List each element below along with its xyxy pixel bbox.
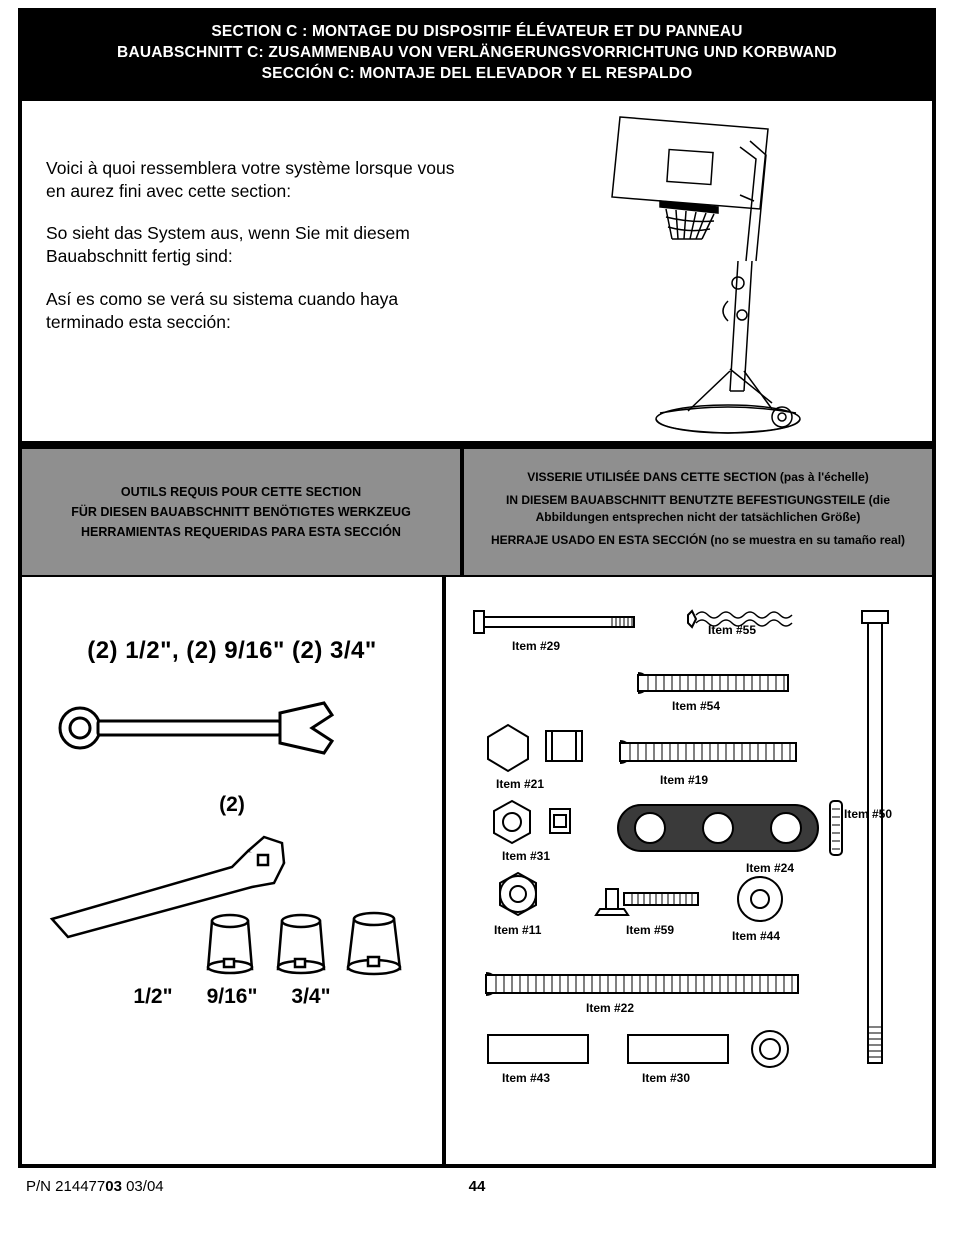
hardware-header-es: HERRAJE USADO EN ESTA SECCIÓN (no se mue… (474, 532, 922, 549)
black-divider (22, 441, 932, 449)
info-header-row: OUTILS REQUIS POUR CETTE SECTION FÜR DIE… (22, 449, 932, 575)
socket-size-2: 9/16" (207, 985, 258, 1009)
label-item-54: Item #54 (672, 699, 720, 713)
label-item-31: Item #31 (502, 849, 550, 863)
outer-border: SECTION C : MONTAGE DU DISPOSITIF ÉLÉVAT… (18, 8, 936, 1168)
label-item-21: Item #21 (496, 777, 544, 791)
hardware-diagram (464, 587, 924, 1107)
part-number: P/N 21447703 03/04 (26, 1178, 164, 1195)
page-container: SECTION C : MONTAGE DU DISPOSITIF ÉLÉVAT… (0, 0, 954, 1235)
label-item-30: Item #30 (642, 1071, 690, 1085)
hardware-header-cell: VISSERIE UTILISÉE DANS CETTE SECTION (pa… (464, 449, 932, 575)
section-title-black: SECTION C : MONTAGE DU DISPOSITIF ÉLÉVAT… (22, 12, 932, 101)
title-line-fr: SECTION C : MONTAGE DU DISPOSITIF ÉLÉVAT… (28, 22, 926, 43)
wrench-sizes-label: (2) 1/2", (2) 9/16" (2) 3/4" (42, 637, 422, 665)
label-item-43: Item #43 (502, 1071, 550, 1085)
tools-header-es: HERRAMIENTAS REQUERIDAS PARA ESTA SECCIÓ… (32, 522, 450, 542)
label-item-50: Item #50 (844, 807, 892, 821)
tools-header-fr: OUTILS REQUIS POUR CETTE SECTION (32, 482, 450, 502)
label-item-22: Item #22 (586, 1001, 634, 1015)
label-item-29: Item #29 (512, 639, 560, 653)
page-number: 44 (469, 1178, 486, 1195)
hardware-cell: Item #29 Item #55 Item #54 Item #21 Item… (446, 577, 932, 1164)
label-item-59: Item #59 (626, 923, 674, 937)
wrench-icon (42, 693, 342, 763)
label-item-11: Item #11 (494, 923, 541, 937)
intro-p3: Así es como se verá su sistema cuando ha… (46, 288, 467, 334)
intro-diagram (477, 101, 932, 441)
label-item-55: Item #55 (708, 623, 756, 637)
tools-header-de: FÜR DIESEN BAUABSCHNITT BENÖTIGTES WERKZ… (32, 502, 450, 522)
basketball-hoop-icon (590, 111, 810, 441)
intro-text: Voici à quoi ressemblera votre système l… (22, 101, 477, 441)
label-item-19: Item #19 (660, 773, 708, 787)
intro-p2: So sieht das System aus, wenn Sie mit di… (46, 222, 467, 268)
intro-p1: Voici à quoi ressemblera votre système l… (46, 157, 467, 203)
intro-row: Voici à quoi ressemblera votre système l… (22, 101, 932, 441)
socket-wrench-icon (42, 829, 422, 979)
page-footer: P/N 21447703 03/04 44 (18, 1168, 936, 1195)
title-line-es: SECCIÓN C: MONTAJE DEL ELEVADOR Y EL RES… (28, 64, 926, 85)
tools-header-cell: OUTILS REQUIS POUR CETTE SECTION FÜR DIE… (22, 449, 464, 575)
socket-size-3: 3/4" (291, 985, 330, 1009)
socket-qty-label: (2) (42, 793, 422, 817)
label-item-24: Item #24 (746, 861, 794, 875)
hardware-header-fr: VISSERIE UTILISÉE DANS CETTE SECTION (pa… (474, 469, 922, 486)
content-row: (2) 1/2", (2) 9/16" (2) 3/4" (2) (22, 575, 932, 1164)
socket-size-labels: 1/2" 9/16" 3/4" (42, 985, 422, 1009)
socket-size-1: 1/2" (133, 985, 172, 1009)
tools-cell: (2) 1/2", (2) 9/16" (2) 3/4" (2) (22, 577, 446, 1164)
title-line-de: BAUABSCHNITT C: ZUSAMMENBAU VON VERLÄNGE… (28, 43, 926, 64)
hardware-header-de: IN DIESEM BAUABSCHNITT BENUTZTE BEFESTIG… (474, 492, 922, 526)
label-item-44: Item #44 (732, 929, 780, 943)
